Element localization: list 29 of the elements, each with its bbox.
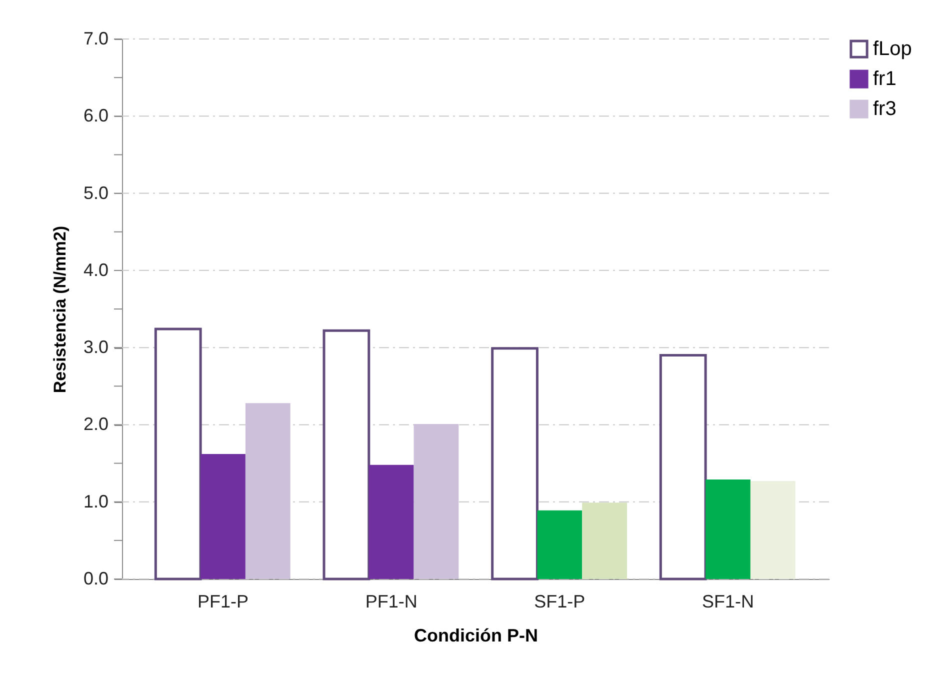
bar — [368, 464, 414, 579]
x-tick-label: SF1-P — [534, 592, 586, 612]
bar — [414, 424, 459, 579]
bar — [245, 403, 290, 579]
bar — [322, 329, 370, 580]
y-axis-title: Resistencia (N/mm2) — [50, 226, 70, 394]
bar — [582, 502, 627, 579]
y-tick-label: 4.0 — [83, 260, 108, 280]
y-tick-label: 7.0 — [83, 28, 108, 48]
legend-label: fLop — [873, 38, 912, 60]
bar — [750, 481, 796, 579]
y-tick-label: 6.0 — [83, 106, 108, 126]
bar — [537, 510, 582, 579]
y-tick-label: 2.0 — [83, 414, 108, 434]
y-tick-label: 5.0 — [83, 182, 108, 203]
bar — [154, 328, 202, 580]
bar — [706, 479, 750, 579]
y-tick-label: 0.0 — [83, 568, 108, 588]
bar — [200, 454, 246, 579]
x-tick-label: PF1-P — [197, 592, 249, 612]
legend-label: fr1 — [873, 68, 896, 90]
bar — [659, 354, 707, 580]
legend-label: fr3 — [873, 98, 896, 120]
x-tick-label: SF1-N — [702, 592, 754, 612]
x-axis-title: Condición P-N — [414, 626, 538, 646]
x-tick-label: PF1-N — [365, 592, 418, 612]
bar — [491, 347, 538, 580]
y-tick-label: 3.0 — [83, 337, 108, 358]
y-tick-label: 1.0 — [83, 491, 108, 512]
